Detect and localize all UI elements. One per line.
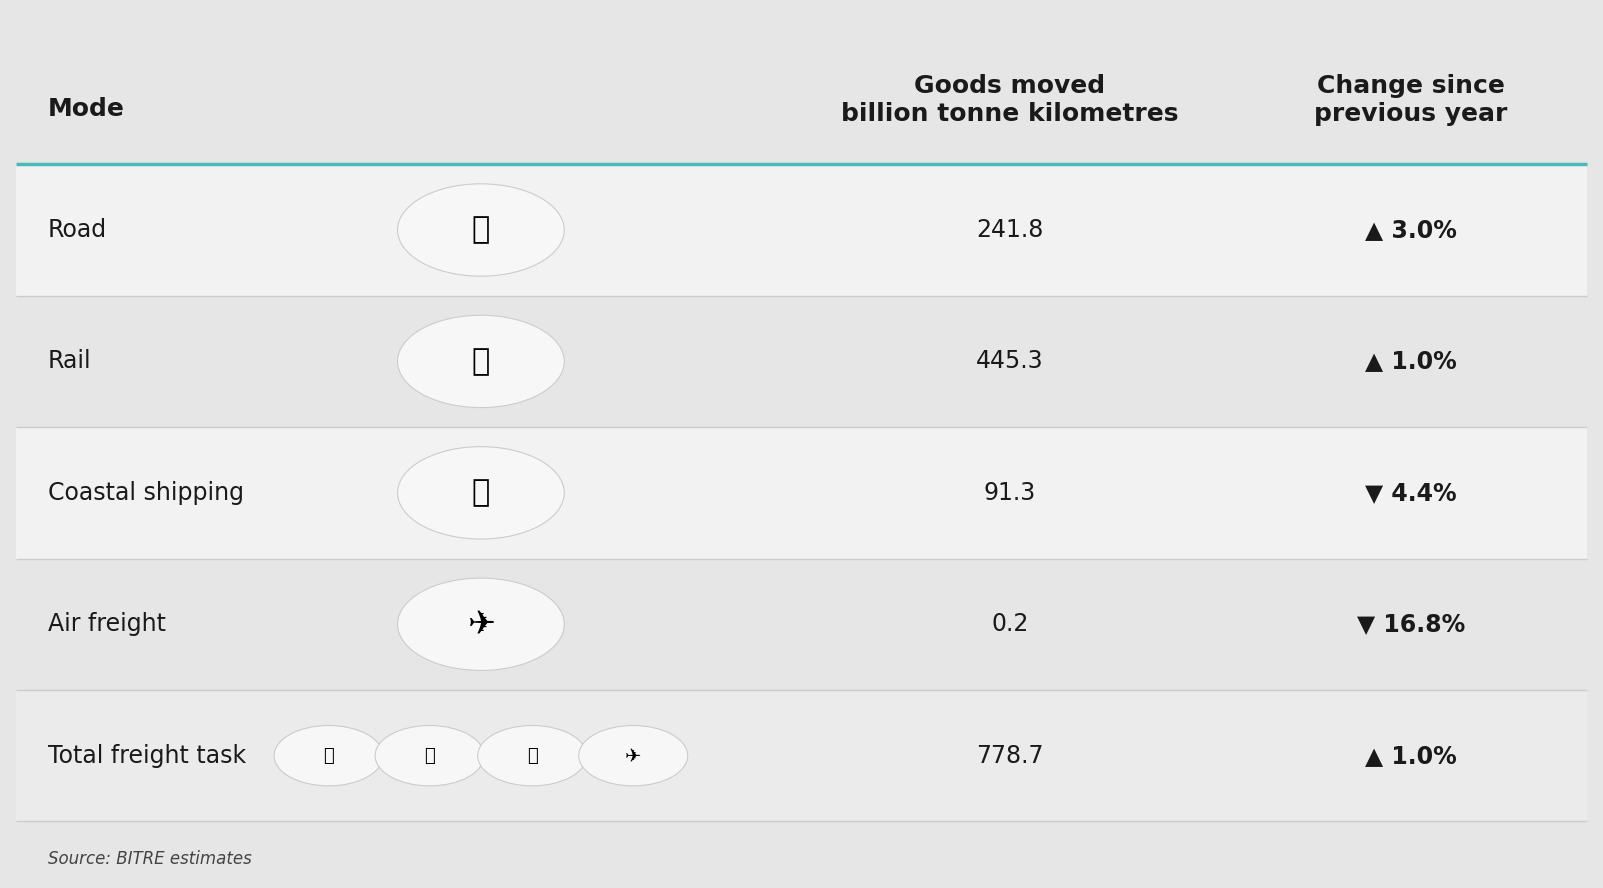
Text: Rail: Rail (48, 349, 91, 374)
Text: Total freight task: Total freight task (48, 743, 247, 768)
Text: ✈: ✈ (625, 746, 641, 765)
Bar (16, 559, 1587, 690)
Text: ✈: ✈ (466, 607, 495, 641)
Text: 🚚: 🚚 (471, 216, 491, 244)
Circle shape (478, 725, 587, 786)
Text: 91.3: 91.3 (984, 480, 1036, 505)
Text: Mode: Mode (48, 97, 125, 121)
Circle shape (398, 315, 564, 408)
Text: 🚃: 🚃 (425, 747, 434, 765)
Circle shape (398, 447, 564, 539)
Text: Source: BITRE estimates: Source: BITRE estimates (48, 851, 252, 868)
Bar (16, 690, 1587, 821)
Text: Coastal shipping: Coastal shipping (48, 480, 244, 505)
Bar (16, 164, 1587, 296)
Text: 445.3: 445.3 (976, 349, 1044, 374)
Text: 🚚: 🚚 (324, 747, 333, 765)
Text: Change since
previous year: Change since previous year (1314, 74, 1507, 126)
Bar (16, 427, 1587, 559)
Text: Road: Road (48, 218, 107, 242)
Text: 🚢: 🚢 (471, 479, 491, 507)
Text: 🚢: 🚢 (527, 747, 537, 765)
Bar (16, 296, 1587, 427)
Circle shape (398, 578, 564, 670)
Text: 🚃: 🚃 (471, 347, 491, 376)
Text: 241.8: 241.8 (976, 218, 1044, 242)
Text: 0.2: 0.2 (991, 612, 1029, 637)
Bar (16, 36, 1587, 164)
Text: Goods moved
billion tonne kilometres: Goods moved billion tonne kilometres (842, 74, 1178, 126)
Text: ▲ 1.0%: ▲ 1.0% (1364, 743, 1457, 768)
Text: ▲ 1.0%: ▲ 1.0% (1364, 349, 1457, 374)
Text: ▼ 4.4%: ▼ 4.4% (1364, 480, 1457, 505)
Text: Air freight: Air freight (48, 612, 167, 637)
Circle shape (274, 725, 383, 786)
Circle shape (579, 725, 688, 786)
Text: ▲ 3.0%: ▲ 3.0% (1364, 218, 1457, 242)
Text: ▼ 16.8%: ▼ 16.8% (1356, 612, 1465, 637)
Text: 778.7: 778.7 (976, 743, 1044, 768)
Circle shape (398, 184, 564, 276)
Circle shape (375, 725, 484, 786)
